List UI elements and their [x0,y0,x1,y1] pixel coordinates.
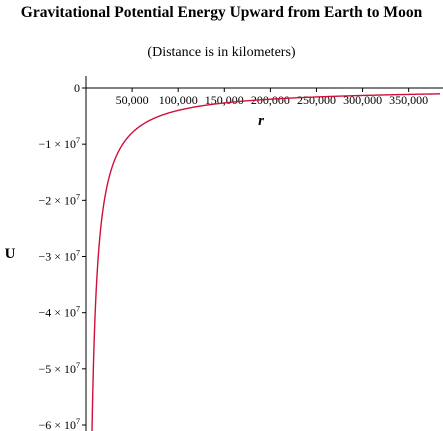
y-tick-label: −6 × 107 [38,417,80,431]
y-tick-label: −5 × 107 [38,361,80,376]
y-tick-exponent: 7 [76,361,80,370]
y-tick-exponent: 7 [76,305,80,314]
y-tick-exponent: 7 [76,192,80,201]
y-axis-label: U [5,246,16,262]
y-tick-mantissa: −5 × 10 [38,362,76,376]
x-tick-label: 100,000 [159,93,198,107]
chart-subtitle: (Distance is in kilometers) [147,45,296,60]
x-tick-label: 250,000 [297,93,336,107]
y-tick-group: 0−1 × 107−2 × 107−3 × 107−4 × 107−5 × 10… [38,81,86,431]
y-tick-label: 0 [74,81,80,95]
x-axis-label: r [258,113,264,129]
y-tick-mantissa: −6 × 10 [38,418,76,431]
y-tick-label: −2 × 107 [38,192,80,207]
y-tick-label: −1 × 107 [38,136,80,151]
x-tick-label: 50,000 [116,93,149,107]
y-tick-mantissa: −1 × 10 [38,137,76,151]
x-tick-group: 50,000 100,000 150,000 200,000 250,000 300,00… [116,88,428,107]
series-line [91,93,441,431]
x-tick-label: 300,000 [343,93,382,107]
x-tick-label: 350,000 [389,93,428,107]
y-tick-exponent: 7 [76,136,80,145]
y-tick-label: −4 × 107 [38,305,80,320]
y-tick-label: −3 × 107 [38,249,80,264]
y-tick-exponent: 7 [76,417,80,426]
y-tick-mantissa: −2 × 10 [38,193,76,207]
chart-title: Gravitational Potential Energy Upward fr… [20,4,423,21]
y-tick-mantissa: −3 × 10 [38,250,76,264]
x-tick-label: 200,000 [251,93,290,107]
y-tick-exponent: 7 [76,249,80,258]
y-tick-mantissa: −4 × 10 [38,306,76,320]
